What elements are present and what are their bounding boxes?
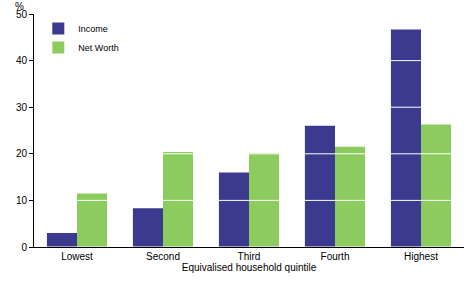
svg-text:Income: Income: [78, 24, 108, 34]
svg-text:Second: Second: [146, 251, 180, 262]
svg-text:0: 0: [21, 242, 27, 253]
svg-text:10: 10: [16, 195, 28, 206]
svg-text:Equivalised household quintile: Equivalised household quintile: [182, 262, 317, 273]
svg-text:Third: Third: [238, 251, 261, 262]
svg-text:50: 50: [16, 9, 28, 20]
svg-text:Net Worth: Net Worth: [78, 43, 118, 53]
svg-text:Highest: Highest: [404, 251, 438, 262]
svg-text:%: %: [15, 1, 24, 12]
svg-text:Lowest: Lowest: [61, 251, 93, 262]
svg-text:Fourth: Fourth: [321, 251, 350, 262]
svg-text:20: 20: [16, 148, 28, 159]
svg-text:30: 30: [16, 102, 28, 113]
svg-text:40: 40: [16, 55, 28, 66]
